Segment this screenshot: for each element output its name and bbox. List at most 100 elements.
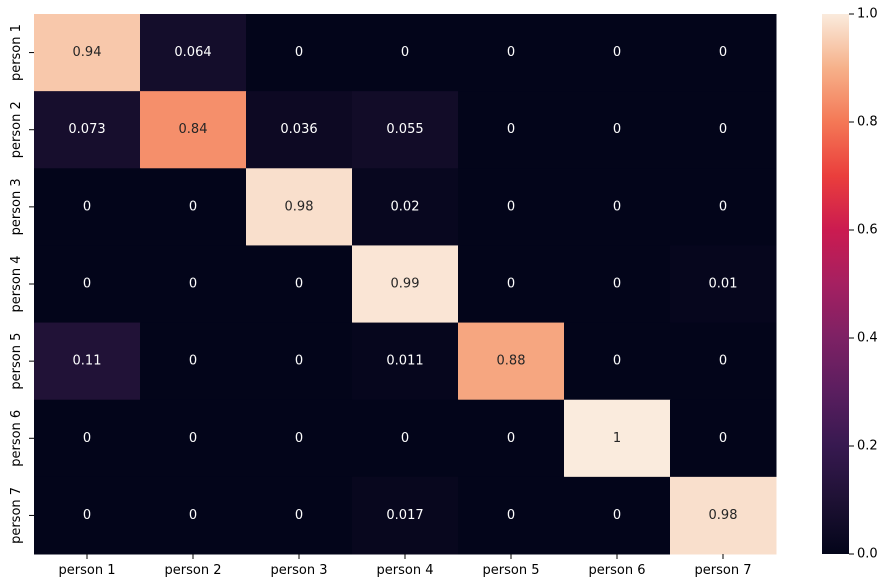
colorbar-tick-label-5: 0.8 [857,115,878,130]
cell-value-r4-c5: 0 [507,277,515,292]
cell-value-r3-c3: 0.98 [285,199,314,214]
cell-value-r2-c1: 0.073 [68,122,105,137]
colorbar-tick-label-6: 1.0 [857,7,878,22]
heatmap-cell-labels: 0.94 0.064 0 0 0 0 0 0.073 0.84 0.036 0.055 0 0 0 0 0 0.… [68,45,737,523]
heatmap-cell-r7-c6 [564,476,671,555]
cell-value-r1-c3: 0 [295,45,303,60]
heatmap-cell-r1-c2 [140,14,247,92]
heatmap-cell-r6-c6 [564,399,671,478]
heatmap-cell-r7-c7 [670,476,777,555]
x-tick-label-6: person 6 [589,563,646,578]
heatmap-cell-r1-c1 [34,14,141,92]
heatmap-cell-r7-c1 [34,476,141,555]
cell-value-r7-c4: 0.017 [386,508,423,523]
heatmap-cell-r1-c7 [670,14,777,92]
heatmap-cell-r2-c3 [246,91,353,169]
heatmap-cell-r3-c3 [246,168,353,246]
cell-value-r4-c7: 0.01 [709,277,738,292]
heatmap-cell-r3-c6 [564,168,671,246]
cell-value-r2-c6: 0 [613,122,621,137]
heatmap-cell-r1-c5 [458,14,565,92]
colorbar-gradient [822,14,849,554]
y-tick-label-2: person 2 [9,101,24,158]
cell-value-r5-c3: 0 [295,354,303,369]
cell-value-r6-c3: 0 [295,431,303,446]
cell-value-r6-c4: 0 [401,431,409,446]
x-tick-label-4: person 4 [377,563,434,578]
heatmap-cell-r3-c1 [34,168,141,246]
colorbar-tick-label-1: 0.0 [857,547,878,562]
cell-value-r7-c5: 0 [507,508,515,523]
heatmap-cell-r6-c2 [140,399,247,478]
cell-value-r6-c1: 0 [83,431,91,446]
cell-value-r3-c5: 0 [507,199,515,214]
heatmap-cell-r5-c1 [34,322,141,401]
heatmap-cell-r4-c6 [564,245,671,324]
cell-value-r4-c6: 0 [613,277,621,292]
heatmap-cell-r1-c4 [352,14,459,92]
cell-value-r1-c5: 0 [507,45,515,60]
heatmap-cell-r4-c5 [458,245,565,324]
heatmap-cell-r7-c5 [458,476,565,555]
cell-value-r5-c1: 0.11 [73,354,102,369]
x-axis: person 1 person 2 person 3 person 4 person 5… [59,554,752,578]
heatmap-cell-r5-c5 [458,322,565,401]
cell-value-r3-c7: 0 [719,199,727,214]
cell-value-r6-c6: 1 [613,431,621,446]
y-tick-label-3: person 3 [9,178,24,235]
heatmap-cell-r5-c3 [246,322,353,401]
cell-value-r3-c4: 0.02 [391,199,420,214]
cell-value-r6-c5: 0 [507,431,515,446]
heatmap-cell-r2-c4 [352,91,459,169]
cell-value-r7-c1: 0 [83,508,91,523]
x-tick-label-3: person 3 [271,563,328,578]
cell-value-r5-c4: 0.011 [386,354,423,369]
heatmap-cell-r5-c2 [140,322,247,401]
heatmap-cell-r2-c7 [670,91,777,169]
heatmap-cell-r6-c5 [458,399,565,478]
heatmap-cell-r4-c1 [34,245,141,324]
cell-value-r1-c6: 0 [613,45,621,60]
heatmap-cell-r7-c4 [352,476,459,555]
heatmap-cell-r3-c4 [352,168,459,246]
x-tick-label-7: person 7 [695,563,752,578]
x-tick-label-5: person 5 [483,563,540,578]
x-tick-label-1: person 1 [59,563,116,578]
heatmap-cell-r5-c6 [564,322,671,401]
cell-value-r5-c6: 0 [613,354,621,369]
y-tick-label-4: person 4 [9,256,24,313]
y-tick-label-7: person 7 [9,487,24,544]
cell-value-r1-c2: 0.064 [174,45,211,60]
cell-value-r5-c7: 0 [719,354,727,369]
cell-value-r5-c2: 0 [189,354,197,369]
cell-value-r4-c3: 0 [295,277,303,292]
cell-value-r6-c2: 0 [189,431,197,446]
cell-value-r4-c4: 0.99 [391,277,420,292]
heatmap-cells [34,14,777,555]
cell-value-r6-c7: 0 [719,431,727,446]
heatmap-cell-r1-c6 [564,14,671,92]
y-tick-label-6: person 6 [9,410,24,467]
heatmap-cell-r6-c1 [34,399,141,478]
cell-value-r2-c5: 0 [507,122,515,137]
heatmap-cell-r3-c2 [140,168,247,246]
heatmap-cell-r5-c7 [670,322,777,401]
cell-value-r3-c2: 0 [189,199,197,214]
cell-value-r3-c6: 0 [613,199,621,214]
heatmap-cell-r4-c7 [670,245,777,324]
cell-value-r7-c3: 0 [295,508,303,523]
cell-value-r5-c5: 0.88 [497,354,526,369]
cell-value-r2-c3: 0.036 [280,122,317,137]
cell-value-r4-c2: 0 [189,277,197,292]
colorbar-tick-label-3: 0.4 [857,331,878,346]
heatmap-cell-r4-c4 [352,245,459,324]
cell-value-r2-c4: 0.055 [386,122,423,137]
colorbar: 0.0 0.2 0.4 0.6 0.8 1.0 [822,7,878,562]
cell-value-r7-c2: 0 [189,508,197,523]
heatmap-cell-r2-c5 [458,91,565,169]
heatmap-cell-r6-c4 [352,399,459,478]
y-tick-label-5: person 5 [9,333,24,390]
heatmap-cell-r6-c7 [670,399,777,478]
cell-value-r2-c2: 0.84 [179,122,208,137]
